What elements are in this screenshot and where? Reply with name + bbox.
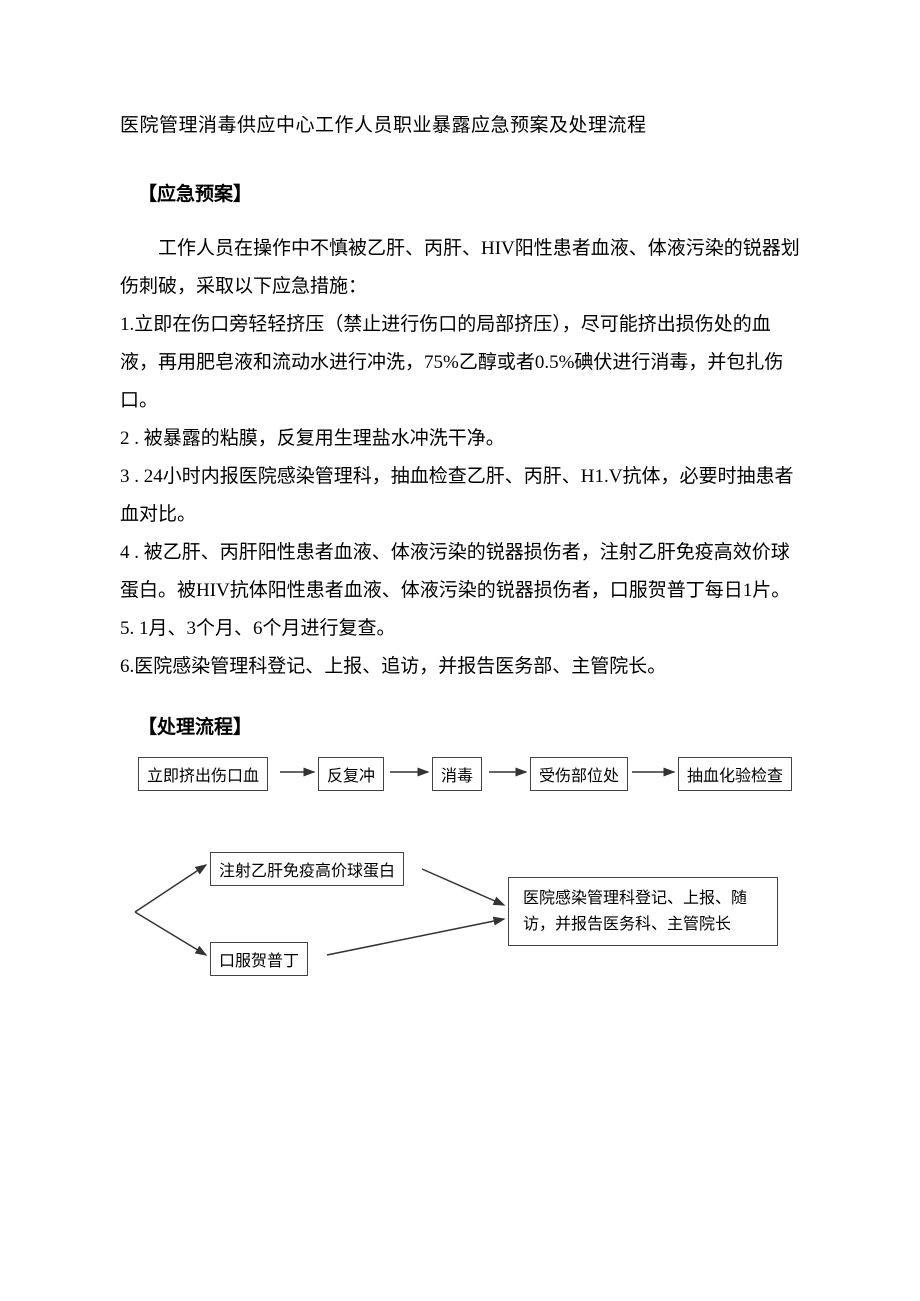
flow-box-squeeze-blood: 立即挤出伤口血 xyxy=(138,757,268,791)
section-2-heading: 【处理流程】 xyxy=(138,712,800,739)
plan-item-5: 5. 1月、3个月、6个月进行复查。 xyxy=(120,610,800,648)
flow-box-rinse: 反复冲 xyxy=(318,757,384,791)
flow-box-oral-med: 口服贺普丁 xyxy=(210,942,308,976)
plan-item-4: 4 . 被乙肝、丙肝阳性患者血液、体液污染的锐器损伤者，注射乙肝免疫高效价球蛋白… xyxy=(120,534,800,610)
flow-box-disinfect: 消毒 xyxy=(432,757,482,791)
plan-item-2: 2 . 被暴露的粘膜，反复用生理盐水冲洗干净。 xyxy=(120,420,800,458)
flowchart-container: 立即挤出伤口血 反复冲 消毒 受伤部位处 抽血化验检查 注射乙肝免疫高价球蛋白 … xyxy=(130,757,810,1017)
section-1-heading: 【应急预案】 xyxy=(138,179,800,206)
document-title: 医院管理消毒供应中心工作人员职业暴露应急预案及处理流程 xyxy=(120,110,800,137)
section-1-intro: 工作人员在操作中不慎被乙肝、丙肝、HIV阳性患者血液、体液污染的锐器划伤刺破，采… xyxy=(120,230,800,306)
flow-box-hep-b-injection: 注射乙肝免疫高价球蛋白 xyxy=(210,852,404,886)
plan-item-3: 3 . 24小时内报医院感染管理科，抽血检查乙肝、丙肝、H1.V抗体，必要时抽患… xyxy=(120,458,800,534)
flow-box-treat-wound: 受伤部位处 xyxy=(530,757,628,791)
plan-item-1: 1.立即在伤口旁轻轻挤压（禁止进行伤口的局部挤压），尽可能挤出损伤处的血液，再用… xyxy=(120,306,800,420)
plan-item-6: 6.医院感染管理科登记、上报、追访，并报告医务部、主管院长。 xyxy=(120,648,800,686)
flow-box-report: 医院感染管理科登记、上报、随访，并报告医务科、主管院长 xyxy=(508,877,778,946)
flow-box-blood-test: 抽血化验检查 xyxy=(678,757,792,791)
